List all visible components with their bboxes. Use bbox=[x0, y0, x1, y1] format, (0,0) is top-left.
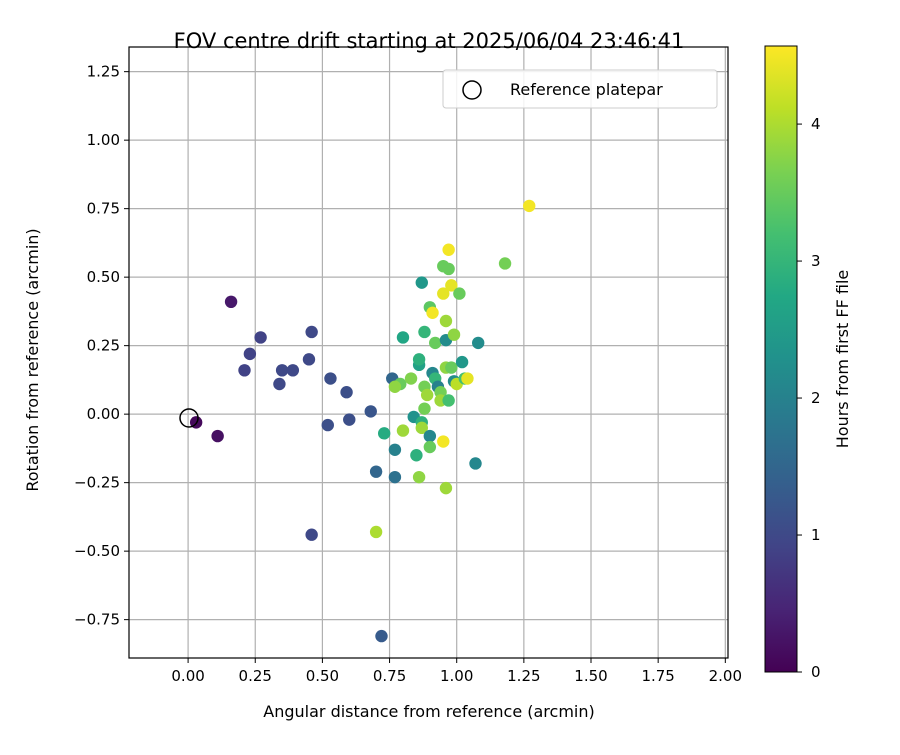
data-point bbox=[396, 331, 410, 344]
colorbar-tick-label: 4 bbox=[811, 115, 821, 133]
colorbar-gradient bbox=[764, 45, 798, 673]
data-point bbox=[469, 457, 482, 470]
data-point bbox=[423, 440, 437, 454]
x-tick-label: 0.25 bbox=[239, 667, 272, 685]
x-tick-label: 1.00 bbox=[440, 667, 473, 685]
y-tick-label: 0.75 bbox=[87, 200, 120, 218]
y-tick-label: −0.50 bbox=[74, 542, 120, 560]
data-points bbox=[189, 199, 536, 643]
data-point bbox=[423, 429, 437, 443]
colorbar: 0 1 2 3 4 Hours from first FF file bbox=[764, 45, 852, 681]
x-axis-label: Angular distance from reference (arcmin) bbox=[263, 702, 594, 721]
data-point bbox=[238, 364, 251, 377]
x-tick-label: 0.50 bbox=[306, 667, 339, 685]
data-point bbox=[415, 276, 428, 289]
data-point bbox=[321, 418, 334, 432]
data-point bbox=[254, 331, 267, 344]
x-tick-label: 2.00 bbox=[709, 667, 742, 685]
legend-marker-reference-icon bbox=[462, 80, 482, 100]
data-point bbox=[410, 449, 423, 462]
data-point bbox=[388, 380, 402, 393]
data-point bbox=[305, 528, 318, 541]
data-point bbox=[224, 295, 238, 309]
x-axis-ticks: 0.00 0.25 0.50 0.75 1.00 1.25 1.50 1.75 2.00 bbox=[171, 658, 742, 685]
data-point bbox=[453, 287, 466, 300]
data-point bbox=[388, 443, 402, 456]
colorbar-ticks: 0 1 2 3 4 bbox=[797, 115, 821, 681]
data-point bbox=[340, 386, 353, 399]
data-point bbox=[420, 388, 434, 402]
y-axis-ticks: −0.75 −0.50 −0.25 0.00 0.25 0.50 0.75 1.00 1.25 bbox=[74, 63, 129, 629]
data-point bbox=[302, 353, 316, 366]
data-point bbox=[369, 465, 383, 478]
data-point bbox=[442, 262, 455, 276]
data-point bbox=[442, 243, 455, 256]
y-tick-label: 0.00 bbox=[87, 405, 120, 423]
data-point bbox=[426, 306, 439, 319]
x-tick-label: 1.25 bbox=[507, 667, 540, 685]
data-point bbox=[388, 470, 402, 484]
legend-entry-reference: Reference platepar bbox=[510, 80, 663, 99]
chart-title: FOV centre drift starting at 2025/06/04 … bbox=[174, 29, 685, 53]
data-point bbox=[243, 347, 257, 361]
data-point bbox=[273, 377, 286, 391]
colorbar-tick-label: 1 bbox=[811, 526, 821, 544]
legend-box bbox=[442, 69, 718, 109]
y-axis-label: Rotation from reference (arcmin) bbox=[23, 228, 42, 491]
data-point bbox=[442, 394, 455, 407]
data-point bbox=[305, 325, 318, 339]
data-point bbox=[445, 279, 458, 292]
data-point bbox=[211, 429, 224, 443]
legend: Reference platepar bbox=[442, 69, 718, 109]
data-point bbox=[396, 424, 410, 437]
y-tick-label: −0.75 bbox=[74, 611, 120, 629]
x-tick-label: 0.00 bbox=[171, 667, 204, 685]
data-point bbox=[377, 427, 391, 440]
colorbar-label: Hours from first FF file bbox=[833, 270, 852, 449]
data-point bbox=[369, 525, 383, 539]
y-tick-label: 1.00 bbox=[87, 131, 120, 149]
x-tick-label: 1.50 bbox=[574, 667, 607, 685]
plot-frame bbox=[128, 46, 729, 659]
colorbar-tick-label: 0 bbox=[811, 663, 821, 681]
data-point bbox=[418, 325, 431, 339]
data-point bbox=[286, 364, 300, 377]
data-point bbox=[324, 372, 337, 385]
data-point bbox=[439, 314, 453, 328]
data-point bbox=[447, 328, 461, 341]
data-point bbox=[437, 287, 450, 300]
data-point bbox=[523, 199, 536, 213]
data-point bbox=[412, 470, 426, 484]
data-point bbox=[412, 353, 426, 366]
y-tick-label: 1.25 bbox=[87, 63, 120, 81]
data-point bbox=[429, 336, 442, 350]
data-point bbox=[275, 364, 289, 377]
data-point bbox=[455, 355, 469, 369]
grid-lines bbox=[129, 47, 728, 658]
data-point bbox=[471, 336, 485, 350]
y-tick-label: 0.25 bbox=[87, 337, 120, 355]
reference-point-marker bbox=[179, 408, 199, 428]
data-point bbox=[375, 629, 388, 643]
data-point bbox=[418, 402, 431, 415]
y-tick-label: 0.50 bbox=[87, 268, 120, 286]
colorbar-tick-label: 3 bbox=[811, 252, 821, 270]
data-point bbox=[498, 257, 512, 270]
y-tick-label: −0.25 bbox=[74, 474, 120, 492]
data-point bbox=[415, 421, 428, 435]
data-point bbox=[343, 413, 356, 426]
data-point bbox=[404, 372, 418, 385]
data-point bbox=[439, 481, 453, 495]
data-point bbox=[364, 405, 377, 418]
data-point bbox=[437, 435, 450, 448]
colorbar-tick-label: 2 bbox=[811, 389, 821, 407]
data-point bbox=[445, 361, 458, 374]
data-point bbox=[461, 372, 474, 385]
x-tick-label: 1.75 bbox=[641, 667, 674, 685]
x-tick-label: 0.75 bbox=[373, 667, 406, 685]
